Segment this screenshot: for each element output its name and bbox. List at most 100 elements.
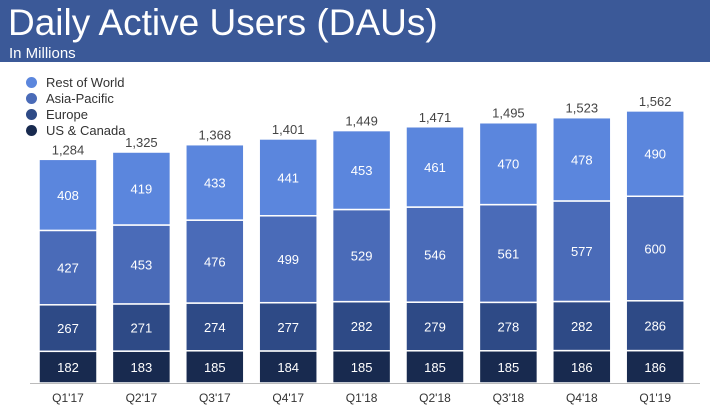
data-label: 274 bbox=[204, 320, 226, 335]
bar-segment bbox=[258, 350, 318, 384]
legend-label: Asia-Pacific bbox=[46, 90, 114, 106]
data-label: 186 bbox=[644, 360, 666, 375]
bar-segment bbox=[258, 215, 318, 304]
data-label: 499 bbox=[277, 252, 299, 267]
total-label: 1,284 bbox=[52, 142, 85, 157]
data-label: 577 bbox=[571, 244, 593, 259]
x-tick-label: Q4'17 bbox=[272, 391, 304, 405]
total-label: 1,401 bbox=[272, 122, 305, 137]
bar-segment bbox=[331, 208, 392, 303]
x-tick-label: Q1'18 bbox=[346, 391, 378, 405]
bar-segment bbox=[478, 301, 539, 352]
total-label: 1,562 bbox=[639, 94, 672, 109]
legend-label: Rest of World bbox=[46, 74, 125, 90]
bar-segment bbox=[405, 350, 465, 384]
data-label: 561 bbox=[498, 246, 520, 261]
data-label: 271 bbox=[131, 321, 153, 336]
data-label: 186 bbox=[571, 360, 593, 375]
bar-segment bbox=[625, 110, 685, 198]
x-tick-label: Q3'18 bbox=[493, 391, 525, 405]
data-label: 546 bbox=[424, 248, 446, 263]
data-label: 433 bbox=[204, 175, 226, 190]
bar-segment bbox=[331, 129, 392, 211]
bar-segment bbox=[38, 350, 98, 384]
data-label: 185 bbox=[351, 360, 373, 375]
legend: Rest of World Asia-Pacific Europe US & Cana… bbox=[26, 74, 126, 138]
bar-segment bbox=[111, 350, 172, 384]
data-label: 490 bbox=[644, 147, 666, 162]
data-label: 441 bbox=[277, 170, 299, 185]
x-tick-label: Q2'17 bbox=[126, 391, 158, 405]
bar-segment bbox=[38, 158, 98, 232]
data-label: 427 bbox=[57, 261, 79, 276]
x-tick-label: Q1'19 bbox=[639, 391, 671, 405]
x-tick-label: Q1'17 bbox=[52, 391, 84, 405]
data-label: 408 bbox=[57, 188, 79, 203]
bar-segment bbox=[258, 138, 318, 217]
data-label: 183 bbox=[131, 360, 153, 375]
bar-segment bbox=[405, 206, 465, 303]
data-label: 267 bbox=[57, 321, 79, 336]
data-label: 185 bbox=[424, 360, 446, 375]
bar-segment bbox=[405, 301, 465, 352]
data-label: 282 bbox=[571, 319, 593, 334]
data-label: 453 bbox=[351, 163, 373, 178]
bar-segment bbox=[185, 219, 245, 304]
legend-swatch bbox=[26, 92, 37, 104]
bar-segment bbox=[111, 224, 172, 305]
data-label: 478 bbox=[571, 152, 593, 167]
header: Daily Active Users (DAUs) In Millions bbox=[0, 0, 710, 62]
bar-segment bbox=[111, 303, 172, 352]
x-tick-label: Q4'18 bbox=[566, 391, 598, 405]
data-label: 185 bbox=[204, 360, 226, 375]
legend-swatch bbox=[26, 76, 37, 88]
data-label: 286 bbox=[644, 319, 666, 334]
data-label: 184 bbox=[277, 360, 299, 375]
bar-segment bbox=[331, 300, 392, 352]
bar-segment bbox=[405, 126, 465, 208]
total-label: 1,325 bbox=[125, 135, 158, 150]
data-label: 419 bbox=[131, 182, 153, 197]
legend-item: US & Canada bbox=[26, 122, 126, 138]
bar-segment bbox=[185, 350, 245, 384]
data-label: 476 bbox=[204, 255, 226, 270]
bar-segment bbox=[478, 203, 539, 304]
page-subtitle: In Millions bbox=[9, 45, 76, 62]
bar-segment bbox=[185, 143, 245, 221]
bar-segment bbox=[111, 151, 172, 226]
data-label: 277 bbox=[277, 320, 299, 335]
bar-segment bbox=[185, 302, 245, 352]
total-label: 1,449 bbox=[345, 114, 378, 129]
data-label: 282 bbox=[351, 319, 373, 334]
data-label: 278 bbox=[498, 320, 520, 335]
bar-segment bbox=[552, 116, 612, 202]
total-label: 1,523 bbox=[566, 101, 599, 116]
page-title: Daily Active Users (DAUs) bbox=[8, 2, 438, 43]
legend-swatch bbox=[26, 124, 37, 136]
data-label: 453 bbox=[131, 257, 153, 272]
bar-segment bbox=[38, 229, 98, 306]
bar-segment bbox=[478, 121, 539, 206]
legend-item: Asia-Pacific bbox=[26, 90, 126, 106]
bar-segment bbox=[258, 301, 318, 352]
legend-label: Europe bbox=[46, 106, 88, 122]
total-label: 1,495 bbox=[492, 106, 525, 121]
data-label: 600 bbox=[644, 242, 666, 257]
x-tick-label: Q2'18 bbox=[419, 391, 451, 405]
legend-item: Europe bbox=[26, 106, 126, 122]
legend-label: US & Canada bbox=[46, 122, 126, 138]
data-label: 470 bbox=[498, 157, 520, 172]
bar-segment bbox=[38, 304, 98, 353]
bar-segment bbox=[625, 195, 685, 302]
data-label: 185 bbox=[498, 360, 520, 375]
x-tick-label: Q3'17 bbox=[199, 391, 231, 405]
data-label: 279 bbox=[424, 319, 446, 334]
bar-segment bbox=[625, 300, 685, 352]
data-label: 529 bbox=[351, 249, 373, 264]
total-label: 1,471 bbox=[419, 110, 452, 125]
data-label: 182 bbox=[57, 360, 79, 375]
legend-swatch bbox=[26, 108, 37, 120]
total-label: 1,368 bbox=[199, 128, 232, 143]
legend-item: Rest of World bbox=[26, 74, 126, 90]
